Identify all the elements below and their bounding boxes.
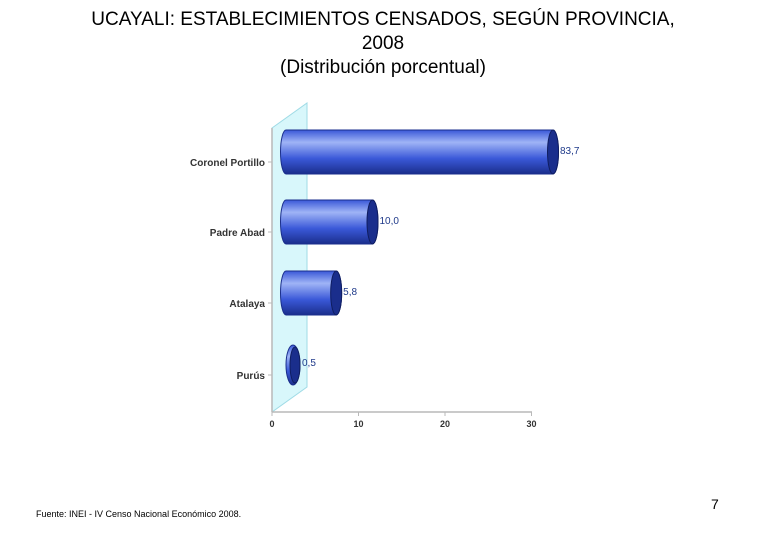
x-tick-label: 30 bbox=[526, 419, 536, 429]
bar-0 bbox=[280, 129, 559, 175]
data-label: 0,5 bbox=[302, 358, 316, 369]
category-label: Padre Abad bbox=[210, 228, 265, 239]
data-label: 5,8 bbox=[343, 287, 357, 298]
slide-title-line1: UCAYALI: ESTABLECIMIENTOS CENSADOS, SEGÚ… bbox=[91, 9, 675, 30]
source-note: Fuente: INEI - IV Censo Nacional Económi… bbox=[36, 509, 242, 519]
bar-cap-1 bbox=[366, 199, 379, 245]
slide-subtitle: (Distribución porcentual) bbox=[280, 57, 486, 78]
slide-title-line2: 2008 bbox=[361, 33, 405, 54]
x-tick-label: 0 bbox=[269, 419, 274, 429]
category-label: Atalaya bbox=[229, 299, 265, 310]
bar-cap-2 bbox=[330, 270, 343, 316]
x-tick-label: 20 bbox=[440, 419, 450, 429]
data-label: 83,7 bbox=[560, 146, 580, 157]
x-tick-label: 10 bbox=[353, 419, 363, 429]
slide-title-block: UCAYALI: ESTABLECIMIENTOS CENSADOS, SEGÚ… bbox=[0, 8, 766, 80]
bar-1 bbox=[280, 199, 379, 245]
category-label: Purús bbox=[237, 371, 266, 382]
data-label: 10,0 bbox=[380, 216, 400, 227]
bar-cap-3 bbox=[289, 346, 301, 384]
category-label: Coronel Portillo bbox=[190, 158, 265, 169]
bar-cap-0 bbox=[547, 129, 559, 175]
page-number: 7 bbox=[711, 496, 719, 512]
